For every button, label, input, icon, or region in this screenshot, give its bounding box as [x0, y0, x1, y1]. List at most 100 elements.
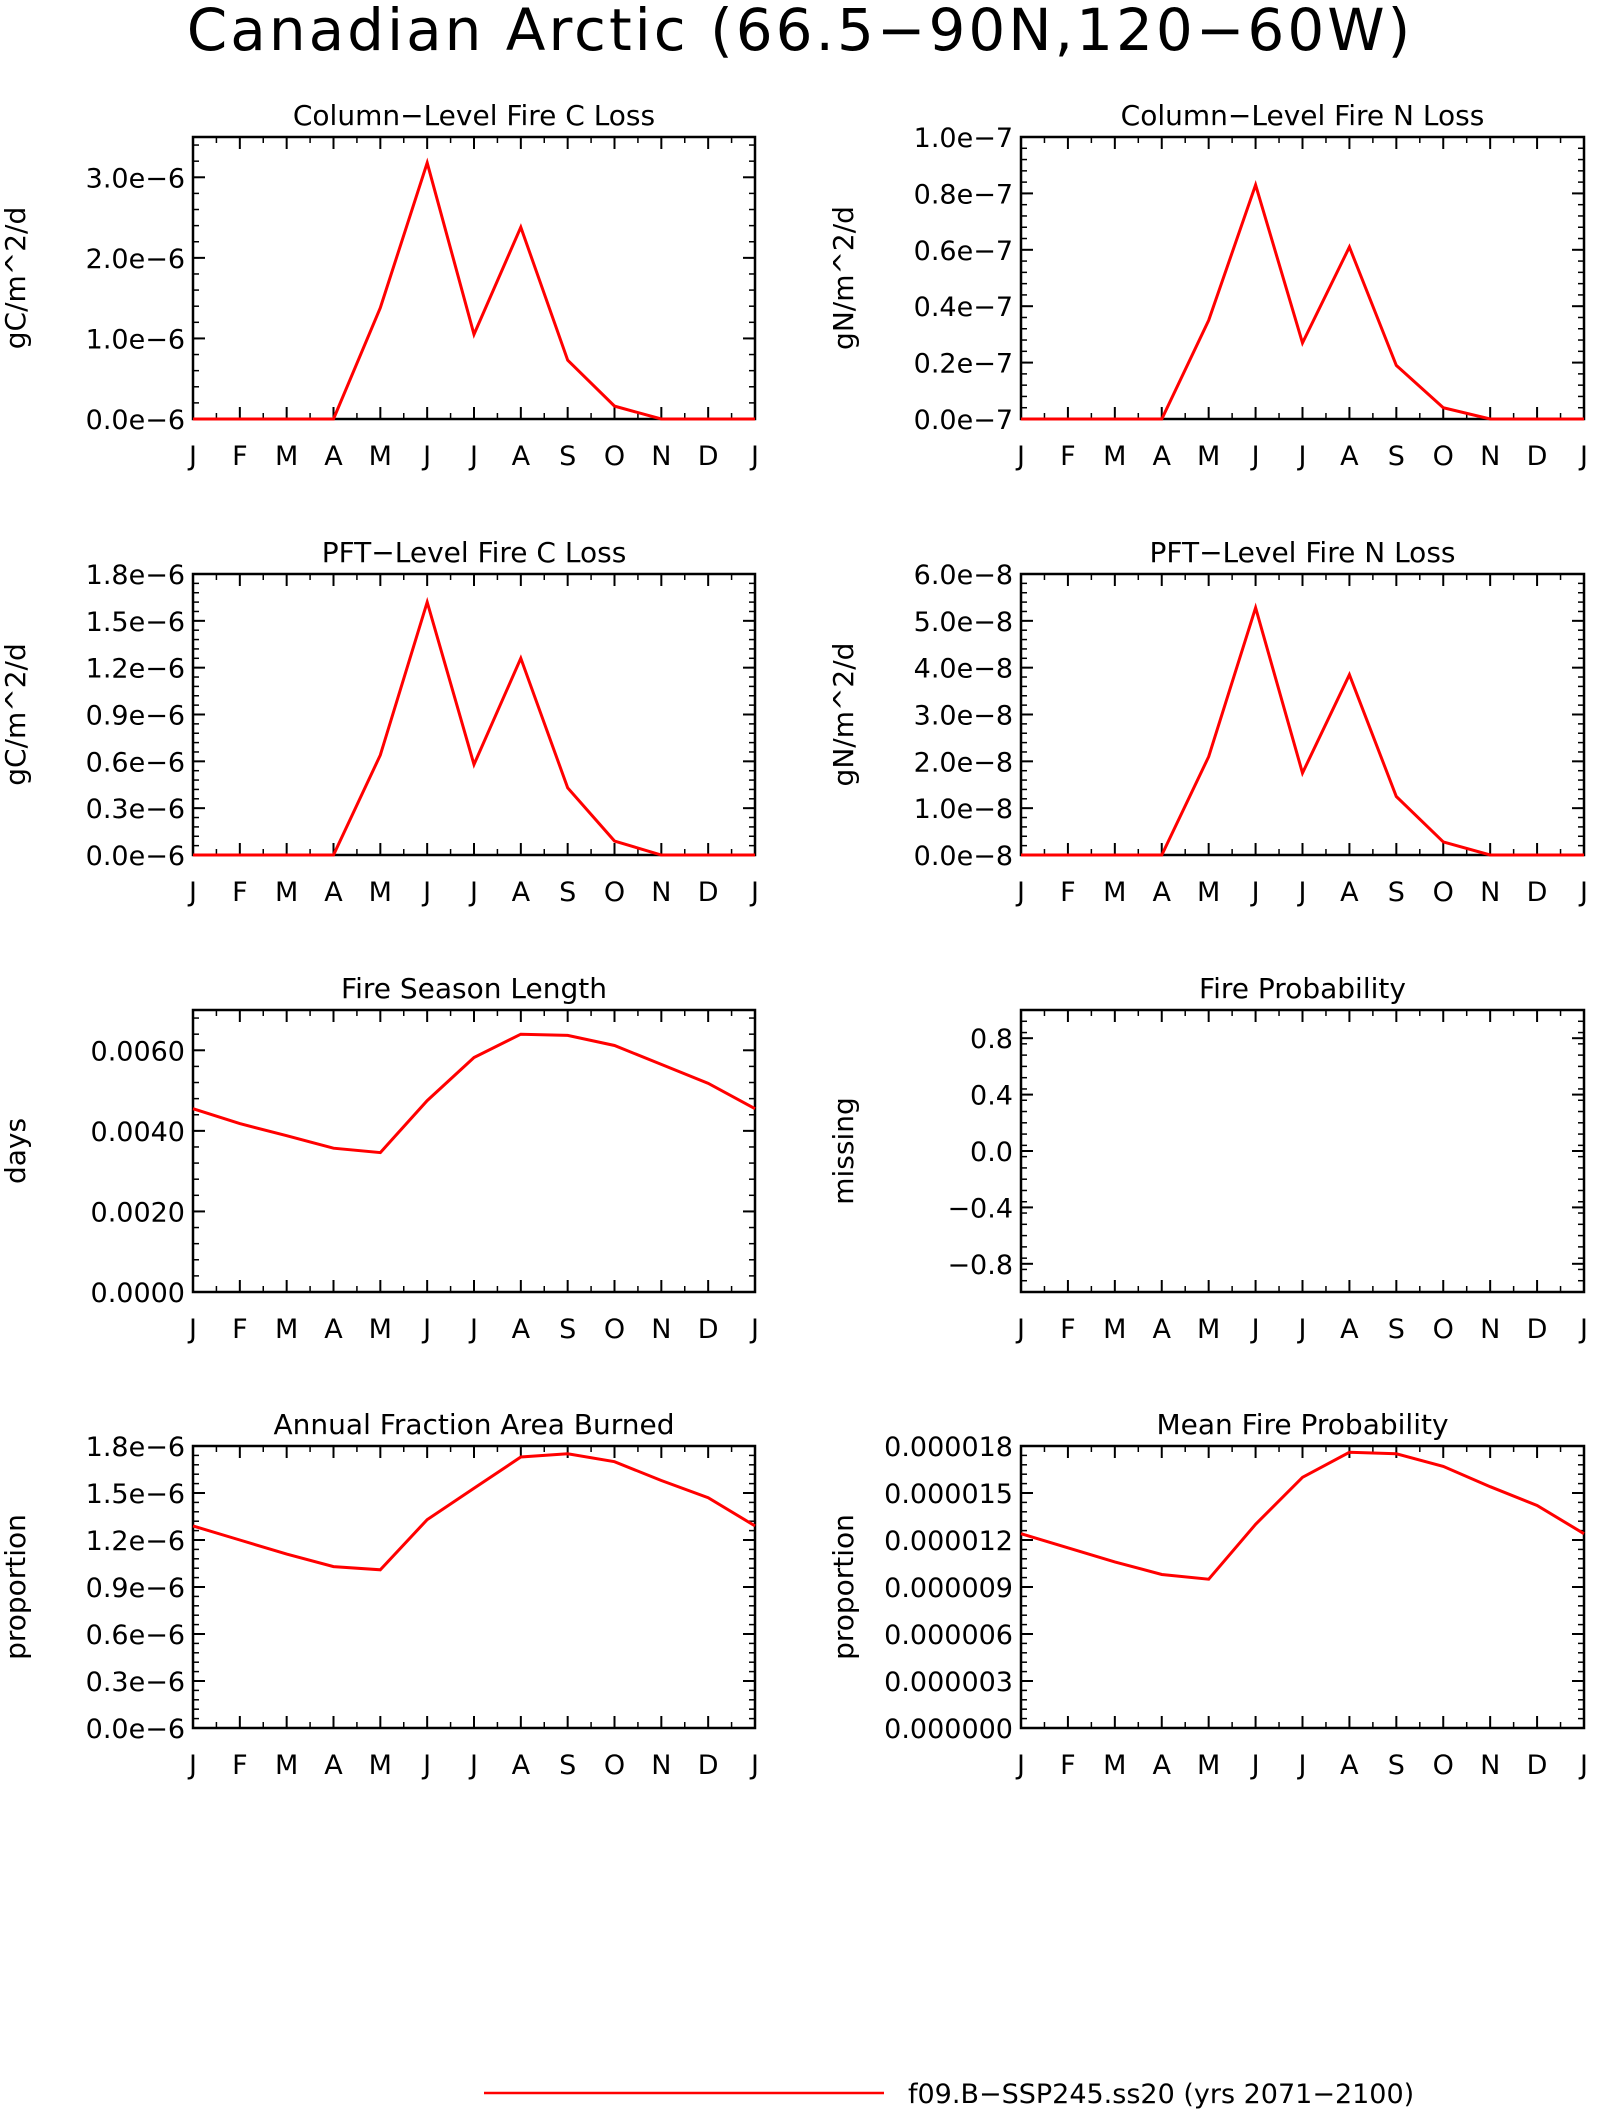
y-tick-label: 0.000009: [884, 1573, 1013, 1604]
y-tick-label: 0.4e−7: [914, 292, 1013, 323]
y-tick-label: 0.2e−7: [914, 349, 1013, 380]
x-tick-label: A: [1340, 1314, 1359, 1345]
x-tick-label: N: [651, 1314, 671, 1345]
y-axis-label: gN/m^2/d: [827, 206, 860, 350]
x-tick-label: J: [1250, 1750, 1260, 1781]
y-tick-label: 0.0e−6: [86, 405, 185, 436]
plot-frame: [191, 135, 757, 421]
x-tick-label: O: [1433, 1314, 1454, 1345]
x-tick-label: A: [324, 441, 343, 472]
x-tick-label: M: [369, 877, 392, 908]
x-tick-label: M: [1197, 441, 1220, 472]
y-axis-label: proportion: [827, 1514, 860, 1660]
y-tick-label: 0.0e−6: [86, 1714, 185, 1745]
chart-panel-2: J F M A M J J A S O N D J0.0e−70.2e−70.4e−70.6e−70.8…: [827, 99, 1588, 472]
y-axis-label: gC/m^2/d: [0, 207, 32, 350]
series-line: [192, 1452, 756, 1572]
y-tick-label: 0.3e−6: [86, 794, 185, 825]
x-tick-label: A: [512, 1314, 531, 1345]
y-tick-label: 0.0: [970, 1137, 1013, 1168]
y-tick-label: 0.9e−6: [86, 1573, 185, 1604]
x-tick-label: J: [1250, 877, 1260, 908]
y-tick-label: 1.8e−6: [86, 1432, 185, 1463]
y-tick-label: 1.5e−6: [86, 1479, 185, 1510]
y-axis-label: proportion: [0, 1514, 32, 1660]
x-tick-label: J: [421, 441, 431, 472]
x-tick-label: J: [187, 1314, 197, 1345]
x-tick-label: M: [369, 1314, 392, 1345]
x-tick-label: J: [1297, 1750, 1307, 1781]
x-tick-label: J: [1015, 441, 1025, 472]
x-tick-label: S: [559, 1750, 576, 1781]
x-tick-label: D: [698, 441, 719, 472]
x-tick-label: A: [512, 1750, 531, 1781]
y-tick-label: 5.0e−8: [914, 607, 1013, 638]
y-tick-label: 2.0e−8: [914, 747, 1013, 778]
series-line: [1020, 1450, 1585, 1581]
x-tick-label: J: [468, 441, 478, 472]
y-tick-label: 0.6e−7: [914, 236, 1013, 267]
series-line: [1021, 602, 1584, 857]
y-tick-label: 1.0e−7: [914, 123, 1013, 154]
x-tick-label: M: [1197, 1750, 1220, 1781]
series-line: [193, 157, 755, 421]
chart-title: PFT−Level Fire C Loss: [322, 536, 627, 569]
y-axis-label: days: [0, 1118, 32, 1184]
x-tick-label: O: [1433, 1750, 1454, 1781]
x-tick-label: J: [1297, 877, 1307, 908]
y-tick-label: 0.6e−6: [86, 747, 185, 778]
y-tick-label: 0.0e−6: [86, 841, 185, 872]
x-tick-label: S: [559, 877, 576, 908]
y-tick-label: 0.0000: [91, 1278, 185, 1309]
x-tick-label: F: [232, 441, 248, 472]
y-tick-label: 0.0e−8: [914, 841, 1013, 872]
x-tick-label: A: [1153, 1750, 1172, 1781]
x-tick-label: O: [604, 441, 625, 472]
x-tick-label: S: [1388, 1314, 1405, 1345]
x-tick-label: J: [187, 877, 197, 908]
x-tick-label: F: [232, 1750, 248, 1781]
legend: f09.B−SSP245.ss20 (yrs 2071−2100): [484, 2079, 1414, 2110]
x-tick-label: J: [1578, 877, 1588, 908]
chart-title: Fire Probability: [1199, 972, 1406, 1005]
y-tick-label: 0.0020: [91, 1197, 185, 1228]
chart-panel-3: J F M A M J J A S O N D J0.0e−60.3e−60.6e−60.9e−61.2…: [0, 536, 759, 908]
y-tick-label: 1.2e−6: [86, 1526, 185, 1557]
x-tick-label: N: [651, 441, 671, 472]
x-tick-label: J: [421, 1750, 431, 1781]
y-tick-label: 0.8: [970, 1024, 1013, 1055]
x-tick-label: J: [1578, 1314, 1588, 1345]
y-tick-label: 0.9e−6: [86, 701, 185, 732]
x-tick-label: M: [275, 441, 298, 472]
x-tick-label: A: [1340, 877, 1359, 908]
x-tick-label: J: [1578, 1750, 1588, 1781]
x-tick-label: D: [1527, 1750, 1548, 1781]
x-tick-label: A: [1340, 441, 1359, 472]
plot-frame: [1019, 572, 1586, 857]
x-tick-label: J: [468, 1750, 478, 1781]
y-tick-label: 0.000012: [884, 1526, 1013, 1557]
x-tick-label: A: [512, 877, 531, 908]
plot-frame: [1019, 1008, 1586, 1294]
x-tick-label: M: [275, 1750, 298, 1781]
y-tick-label: 3.0e−8: [914, 701, 1013, 732]
x-tick-label: J: [749, 1750, 759, 1781]
x-tick-label: A: [324, 1314, 343, 1345]
x-tick-label: J: [1015, 1750, 1025, 1781]
y-tick-label: 6.0e−8: [914, 560, 1013, 591]
chart-panel-7: J F M A M J J A S O N D J0.0e−60.3e−60.6e−60.9e−61.2…: [0, 1408, 759, 1781]
chart-title: Column−Level Fire C Loss: [293, 99, 655, 132]
y-tick-label: 0.6e−6: [86, 1620, 185, 1651]
y-tick-label: 0.000018: [884, 1432, 1013, 1463]
x-tick-label: F: [232, 877, 248, 908]
x-tick-label: A: [1153, 1314, 1172, 1345]
y-axis-label: gC/m^2/d: [0, 643, 32, 786]
x-tick-label: J: [1015, 877, 1025, 908]
x-tick-label: J: [1297, 1314, 1307, 1345]
x-tick-label: S: [559, 1314, 576, 1345]
x-tick-label: S: [1388, 1750, 1405, 1781]
x-tick-label: F: [232, 1314, 248, 1345]
x-tick-label: O: [604, 877, 625, 908]
y-tick-label: −0.8: [947, 1250, 1013, 1281]
